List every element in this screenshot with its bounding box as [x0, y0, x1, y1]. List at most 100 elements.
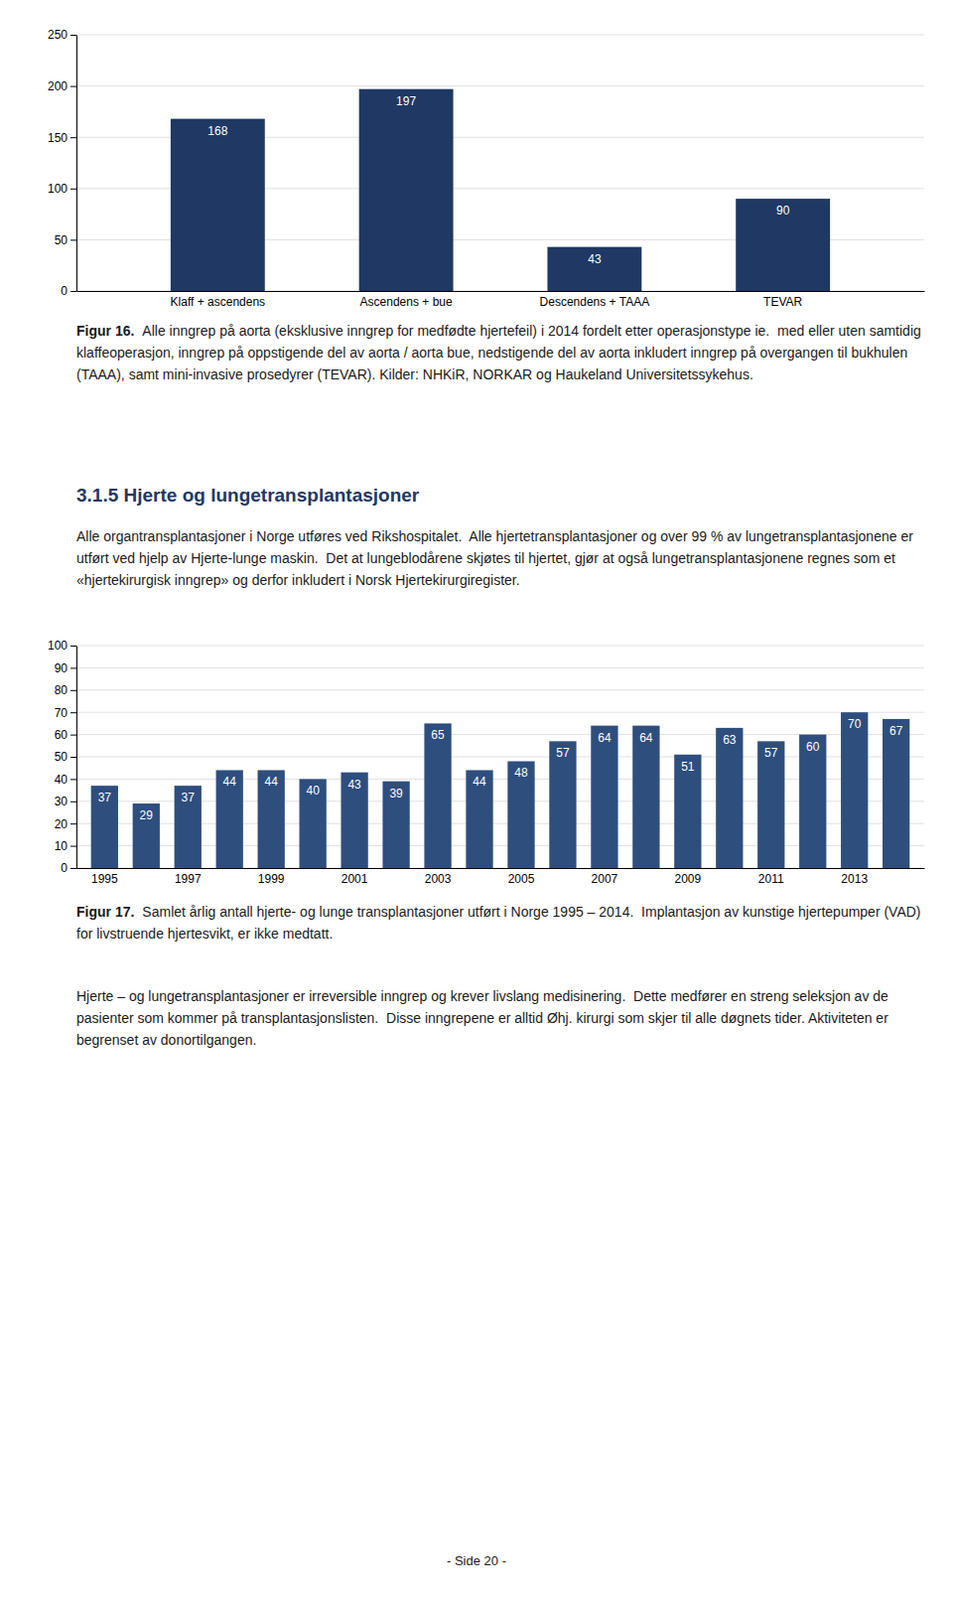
x-tick: 1997 — [174, 871, 202, 886]
caption: Alle inngrep på aorta (eksklusive inngre… — [76, 322, 922, 383]
y-tick: 100 — [47, 181, 77, 196]
bar — [507, 760, 535, 868]
x-axis: 1995199719992001200320052007200920112013 — [77, 868, 926, 886]
bar — [674, 754, 701, 868]
tick-mark — [70, 734, 77, 736]
caption-label: Figur 17. — [76, 903, 135, 920]
data-labels: 3729374444404339654448576464516357607067 — [98, 716, 904, 822]
tick-mark — [70, 136, 77, 138]
x-tick: 2003 — [424, 871, 452, 886]
grid-line — [76, 85, 925, 87]
tick-label: 0 — [60, 860, 68, 875]
tick-mark — [70, 711, 77, 713]
data-label: 197 — [396, 94, 416, 109]
data-label: 48 — [514, 765, 529, 780]
x-tick: 1995 — [91, 871, 119, 886]
tick-label: 20 — [54, 816, 69, 831]
x-tick: 2011 — [758, 871, 785, 886]
tick-label: 1995 — [91, 871, 119, 886]
tick-mark — [70, 86, 77, 88]
bar — [546, 247, 642, 291]
grid-line — [76, 822, 925, 824]
body-text-line: pasienter som kommer på transplantasjons… — [76, 1009, 889, 1026]
bar — [882, 718, 910, 868]
tick-label: 60 — [54, 727, 69, 742]
bar — [174, 785, 202, 868]
bars — [91, 711, 911, 868]
y-tick: 30 — [54, 794, 77, 809]
bar — [91, 785, 119, 868]
bar — [715, 727, 743, 868]
tick-label: 2011 — [758, 871, 785, 886]
data-labels: 1681974390 — [207, 94, 790, 267]
tick-label: 250 — [47, 27, 68, 42]
y-tick: 150 — [47, 131, 77, 145]
tick-mark — [70, 239, 77, 241]
data-label: 43 — [347, 777, 362, 792]
data-label: 64 — [597, 730, 612, 745]
y-tick: 20 — [54, 816, 77, 831]
y-tick: 70 — [54, 705, 77, 720]
data-label: 44 — [265, 774, 279, 789]
caption: Samlet årlig antall hjerte- og lunge tra… — [76, 903, 922, 942]
bars — [170, 89, 830, 291]
data-label: 51 — [680, 759, 695, 774]
data-label: 168 — [207, 124, 228, 138]
chart: 050100150200250Klaff + ascendensAscenden… — [47, 27, 926, 308]
bar — [799, 734, 826, 868]
tick-mark — [70, 801, 77, 803]
bar — [757, 740, 785, 868]
data-label: 90 — [776, 203, 791, 218]
bar — [299, 778, 327, 868]
bar — [258, 769, 285, 868]
tick-mark — [70, 188, 77, 190]
data-label: 44 — [472, 774, 487, 789]
grid-line — [76, 711, 925, 713]
bar — [465, 769, 493, 868]
tick-label: Klaff + ascendens — [170, 294, 267, 309]
body-text: Hjerte – og lungetransplantasjoner er ir… — [76, 987, 889, 1048]
data-label: 44 — [223, 774, 238, 789]
caption-line: Samlet årlig antall hjerte- og lunge tra… — [141, 903, 921, 920]
y-axis-line — [76, 646, 78, 869]
y-tick: 60 — [54, 727, 77, 742]
tick-mark — [70, 822, 77, 824]
x-axis: Klaff + ascendens Ascendens + bue Descende… — [77, 291, 926, 309]
tick-mark — [70, 34, 77, 36]
caption-line: for livstruende hjertesvikt, er ikke med… — [76, 925, 333, 942]
grid-line — [76, 800, 925, 802]
data-label: 57 — [764, 745, 779, 760]
x-tick: 2005 — [508, 871, 536, 886]
chart: 0102030405060708090100199519971999200120… — [47, 638, 926, 885]
grid-line — [76, 756, 925, 758]
x-tick: 2007 — [591, 871, 619, 886]
bar — [133, 803, 160, 868]
bar — [735, 198, 830, 291]
caption-line: (TAAA), samt mini-invasive prosedyrer (T… — [76, 366, 754, 383]
page-number: - Side 20 - — [446, 1552, 507, 1568]
tick-mark — [70, 689, 77, 691]
tick-mark — [70, 290, 77, 292]
section-heading: 3.1.5 Hjerte og lungetransplantasjoner — [76, 484, 420, 506]
tick-mark — [70, 756, 77, 758]
bar — [423, 722, 451, 868]
grid — [76, 645, 925, 868]
data-label: 37 — [181, 790, 196, 805]
tick-label: 100 — [47, 638, 68, 653]
grid-line — [76, 844, 925, 846]
bar — [590, 725, 618, 868]
grid — [76, 34, 925, 291]
tick-label: 0 — [60, 283, 68, 298]
data-label: 29 — [139, 808, 154, 822]
tick-mark — [70, 667, 77, 669]
x-tick: Descendens + TAAA — [540, 294, 651, 309]
tick-label: 100 — [47, 181, 68, 196]
tick-mark — [70, 645, 77, 647]
data-label: 64 — [639, 730, 654, 745]
x-axis-line — [77, 290, 926, 292]
caption-line: klaffeoperasjon, inngrep på oppstigende … — [76, 344, 908, 361]
y-tick: 10 — [54, 838, 77, 853]
bar — [170, 119, 266, 291]
x-tick: Ascendens + bue — [360, 294, 453, 309]
tick-label: 1999 — [258, 871, 285, 886]
